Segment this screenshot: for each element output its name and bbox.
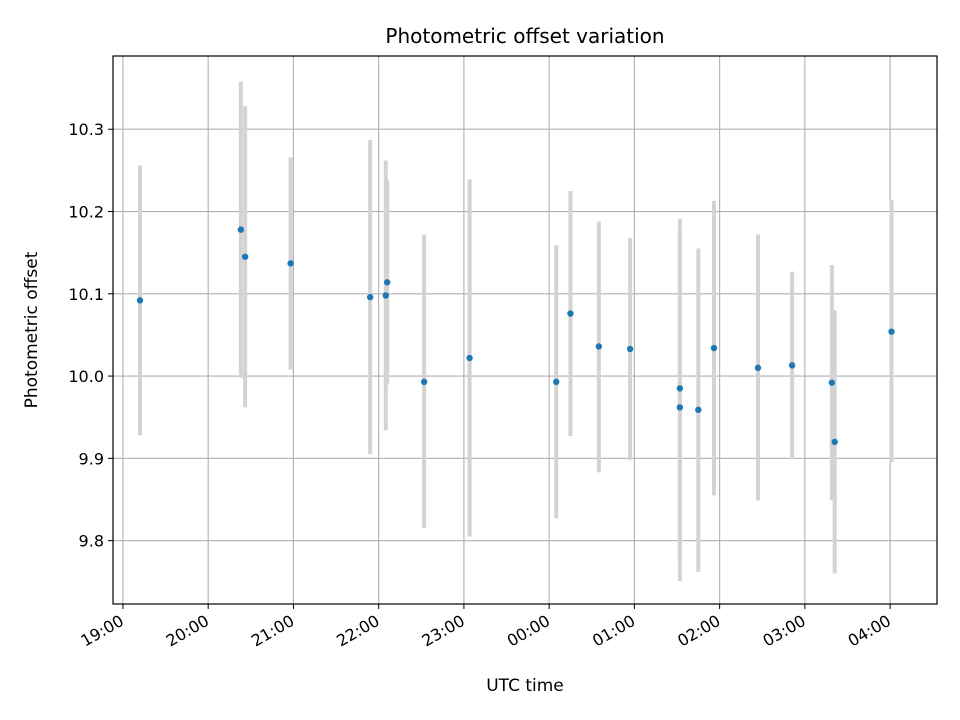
data-point — [136, 297, 144, 304]
data-point — [466, 354, 473, 362]
data-point — [828, 379, 836, 386]
plot-frame — [112, 55, 938, 605]
data-point — [754, 364, 762, 372]
data-point — [567, 310, 574, 317]
data-point — [382, 292, 389, 299]
data-point — [237, 226, 245, 233]
data-point — [553, 378, 560, 386]
data-point — [676, 404, 684, 411]
data-point — [366, 293, 374, 301]
data-point — [287, 260, 294, 267]
data-point — [788, 362, 796, 369]
data-point — [710, 344, 718, 352]
y-tick-label: 9.9 — [79, 449, 104, 468]
y-axis: 9.8 9.9 10.0 10.1 10.2 10.3 — [68, 120, 113, 551]
data-point — [831, 438, 838, 446]
data-point — [888, 328, 895, 335]
data-point — [241, 253, 249, 260]
data-point — [695, 406, 702, 414]
data-point — [676, 385, 684, 392]
y-tick-label: 10.1 — [68, 285, 104, 304]
data-point — [626, 345, 634, 353]
y-tick-label: 9.8 — [79, 532, 104, 551]
data-points — [136, 226, 895, 446]
chart-title: Photometric offset variation — [385, 24, 664, 48]
y-axis-label: Photometric offset — [22, 251, 42, 408]
y-tick-label: 10.2 — [68, 203, 104, 222]
grid — [113, 56, 937, 604]
x-axis-label: UTC time — [486, 676, 564, 696]
y-tick-label: 10.3 — [68, 120, 104, 139]
data-point — [383, 279, 391, 286]
data-point — [595, 343, 603, 350]
data-point — [420, 378, 428, 386]
y-tick-label: 10.0 — [68, 367, 104, 386]
